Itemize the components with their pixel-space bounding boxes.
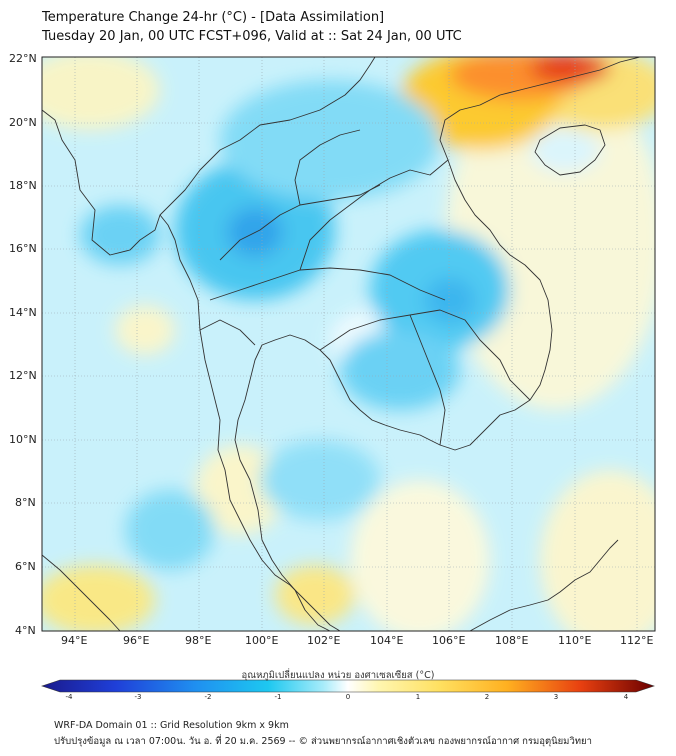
lat-label-4n: 4°N xyxy=(15,624,36,637)
lat-label-12n: 12°N xyxy=(9,369,37,382)
lat-label-10n: 10°N xyxy=(9,433,37,446)
footer-model-info: WRF-DA Domain 01 :: Grid Resolution 9km … xyxy=(54,720,289,731)
lon-label-112e: 112°E xyxy=(620,634,654,647)
colorbar-tick: -2 xyxy=(204,693,212,701)
map-title: Temperature Change 24-hr (°C) - [Data As… xyxy=(42,10,385,25)
temperature-field xyxy=(42,57,655,631)
colorbar xyxy=(41,679,655,693)
colorbar-tick: -3 xyxy=(134,693,142,701)
colorbar-tick: 3 xyxy=(553,693,559,701)
lon-label-100e: 100°E xyxy=(245,634,279,647)
colorbar-label: อุณหภูมิเปลี่ยนแปลง หน่วย องศาเซลเซียส (… xyxy=(241,670,435,681)
lat-label-6n: 6°N xyxy=(15,560,36,573)
lat-label-14n: 14°N xyxy=(9,306,37,319)
lat-label-18n: 18°N xyxy=(9,179,37,192)
lon-label-98e: 98°E xyxy=(185,634,212,647)
colorbar-tick: 4 xyxy=(623,693,629,701)
lon-label-110e: 110°E xyxy=(558,634,592,647)
colorbar-tick: 2 xyxy=(484,693,490,701)
colorbar-tick: 1 xyxy=(415,693,421,701)
lon-label-104e: 104°E xyxy=(370,634,404,647)
lat-label-22n: 22°N xyxy=(9,52,37,65)
colorbar-tick: 0 xyxy=(345,693,351,701)
lat-label-8n: 8°N xyxy=(15,496,36,509)
lon-label-102e: 102°E xyxy=(307,634,341,647)
lon-label-94e: 94°E xyxy=(61,634,88,647)
lat-label-20n: 20°N xyxy=(9,116,37,129)
footer-credits: ปรับปรุงข้อมูล ณ เวลา 07:00น. วัน อ. ที่… xyxy=(54,736,592,747)
lat-label-16n: 16°N xyxy=(9,242,37,255)
colorbar-tick: -4 xyxy=(65,693,73,701)
colorbar-tick: -1 xyxy=(274,693,282,701)
coastlines xyxy=(42,57,641,631)
lon-label-108e: 108°E xyxy=(495,634,529,647)
lon-label-106e: 106°E xyxy=(432,634,466,647)
lon-label-96e: 96°E xyxy=(123,634,150,647)
map-subtitle: Tuesday 20 Jan, 00 UTC FCST+096, Valid a… xyxy=(42,29,462,44)
